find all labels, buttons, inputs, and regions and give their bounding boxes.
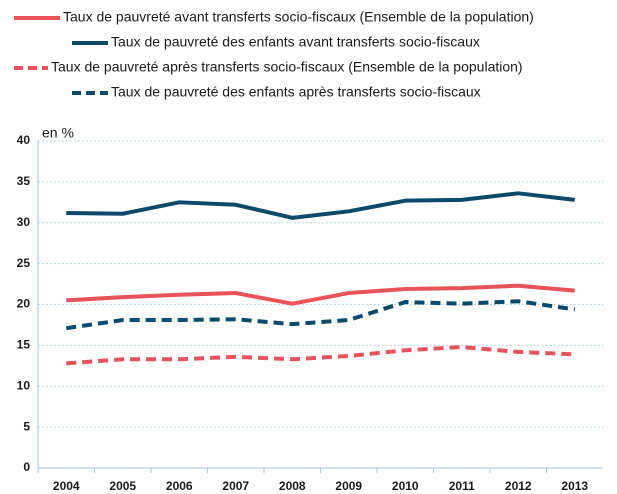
x-tick-label: 2013 bbox=[561, 479, 588, 493]
x-tick-label: 2005 bbox=[109, 479, 136, 493]
y-tick-label: 10 bbox=[17, 378, 31, 392]
y-tick-label: 5 bbox=[23, 419, 30, 433]
line-series bbox=[66, 191, 575, 220]
legend-label: Taux de pauvreté avant transferts socio-… bbox=[63, 9, 534, 25]
x-tick-label: 2004 bbox=[53, 479, 80, 493]
y-tick-label: 20 bbox=[17, 297, 31, 311]
legend-label: Taux de pauvreté des enfants avant trans… bbox=[111, 34, 480, 50]
x-tick-label: 2010 bbox=[392, 479, 419, 493]
x-tick-label: 2006 bbox=[166, 479, 193, 493]
legend-label: Taux de pauvreté après transferts socio-… bbox=[51, 59, 523, 75]
x-tick-label: 2007 bbox=[222, 479, 249, 493]
y-tick-label: 15 bbox=[17, 338, 31, 352]
x-tick-label: 2011 bbox=[449, 479, 475, 493]
line-series bbox=[65, 299, 576, 331]
y-tick-label: 25 bbox=[17, 256, 31, 270]
y-tick-label: 30 bbox=[17, 215, 31, 229]
y-tick-label: 40 bbox=[17, 133, 31, 147]
line-series bbox=[66, 345, 575, 366]
x-tick-label: 2008 bbox=[279, 479, 306, 493]
y-tick-label: 0 bbox=[23, 460, 30, 474]
x-tick-label: 2012 bbox=[505, 479, 532, 493]
y-tick-label: 35 bbox=[17, 174, 31, 188]
line-series bbox=[66, 283, 575, 306]
legend-label: Taux de pauvreté des enfants après trans… bbox=[111, 84, 481, 100]
y-unit-label: en % bbox=[42, 125, 74, 141]
x-tick-label: 2009 bbox=[335, 479, 362, 493]
